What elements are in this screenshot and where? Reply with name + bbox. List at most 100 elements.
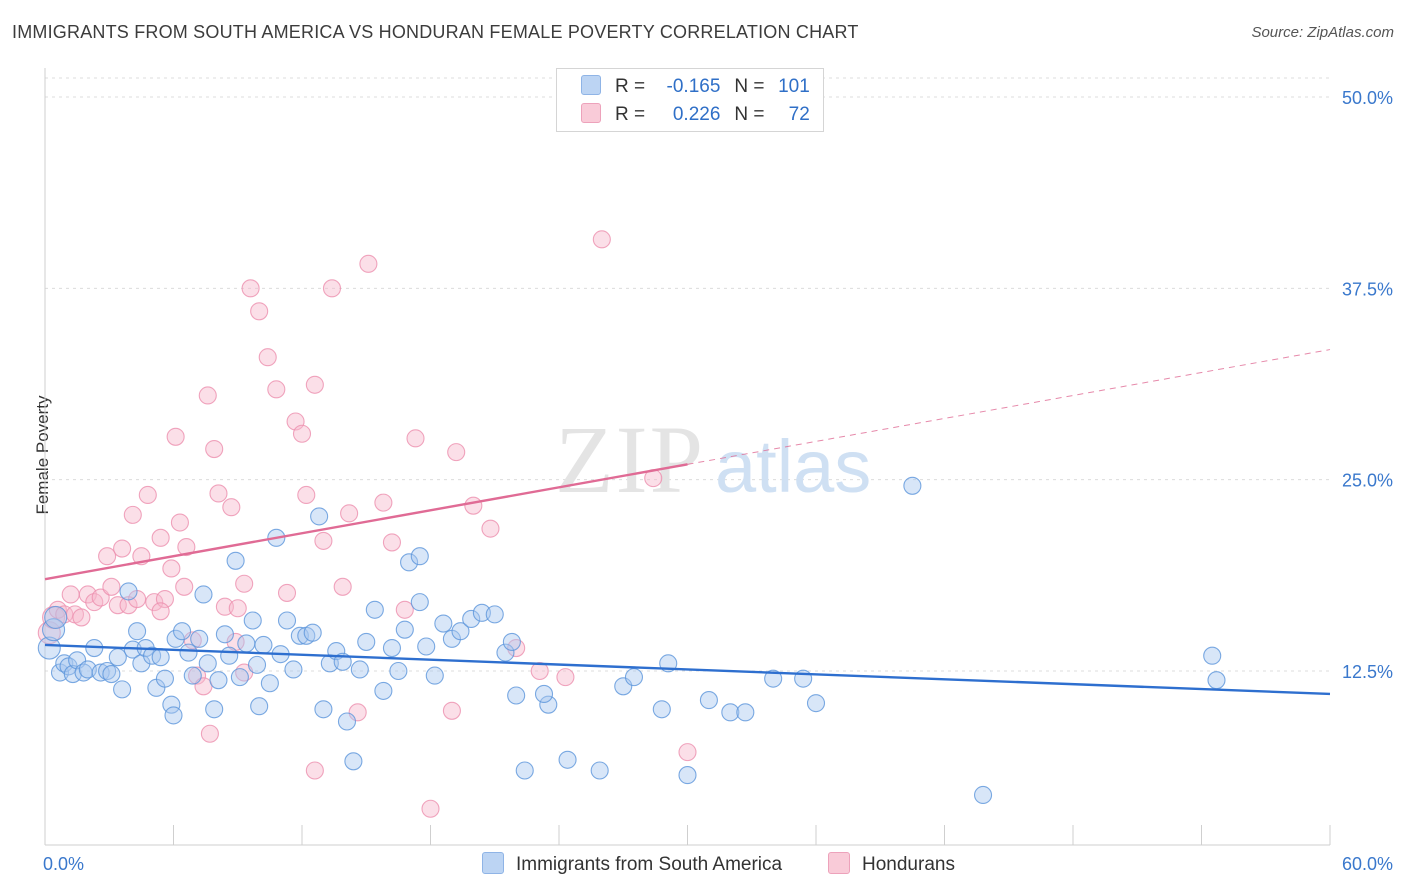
south-america-point-28 bbox=[179, 643, 198, 662]
honduran-point-46 bbox=[333, 577, 352, 596]
south-america-point-30 bbox=[190, 629, 209, 648]
south-america-point-85 bbox=[764, 669, 783, 688]
honduran-point-49 bbox=[359, 254, 378, 273]
south-america-point-33 bbox=[205, 700, 224, 719]
south-america-point-59 bbox=[357, 632, 376, 651]
south-america-point-16 bbox=[119, 582, 138, 601]
legend-swatch-pink bbox=[828, 852, 850, 874]
south-america-point-58 bbox=[350, 660, 369, 679]
legend-item-south-america: Immigrants from South America bbox=[482, 852, 782, 876]
south-america-point-13 bbox=[102, 665, 121, 684]
south-america-point-24 bbox=[155, 669, 174, 688]
legend-item-hondurans: Hondurans bbox=[828, 852, 955, 876]
swatch-blue bbox=[581, 75, 601, 95]
y-tick-label-0: 12.5% bbox=[1342, 662, 1393, 682]
honduran-point-39 bbox=[267, 380, 286, 399]
n-value-pink: 72 bbox=[788, 104, 810, 125]
honduran-point-15 bbox=[123, 505, 142, 524]
source-credit: Source: ZipAtlas.com bbox=[1251, 24, 1394, 41]
south-america-point-56 bbox=[337, 712, 357, 731]
honduran-point-64 bbox=[200, 724, 219, 743]
swatch-pink bbox=[581, 103, 601, 123]
honduran-point-67 bbox=[175, 577, 194, 596]
south-america-point-18 bbox=[128, 622, 147, 641]
honduran-point-10 bbox=[98, 547, 117, 566]
honduran-point-42 bbox=[297, 485, 316, 505]
trend-line-hondurans-extrapolated bbox=[687, 349, 1331, 465]
x-tick-label-max: 60.0% bbox=[1342, 854, 1393, 874]
south-america-point-31 bbox=[194, 585, 213, 604]
south-america-point-92 bbox=[534, 684, 554, 704]
south-america-point-99 bbox=[502, 632, 521, 651]
honduran-point-50 bbox=[374, 493, 393, 512]
south-america-point-94 bbox=[250, 697, 269, 716]
honduran-point-38 bbox=[258, 348, 277, 367]
south-america-point-78 bbox=[558, 750, 577, 769]
honduran-point-60 bbox=[556, 668, 575, 687]
south-america-point-97 bbox=[624, 668, 644, 687]
honduran-point-63 bbox=[678, 743, 697, 762]
honduran-point-68 bbox=[292, 424, 312, 443]
honduran-point-18 bbox=[138, 485, 157, 505]
honduran-point-30 bbox=[205, 440, 224, 459]
honduran-point-29 bbox=[198, 386, 217, 405]
honduran-point-53 bbox=[406, 429, 425, 448]
south-america-point-71 bbox=[462, 609, 481, 629]
south-america-point-26 bbox=[166, 629, 185, 648]
legend-swatch-blue bbox=[482, 852, 504, 874]
south-america-point-51 bbox=[310, 507, 329, 526]
honduran-point-47 bbox=[340, 504, 359, 523]
south-america-point-50 bbox=[303, 623, 322, 642]
chart-title: IMMIGRANTS FROM SOUTH AMERICA VS HONDURA… bbox=[12, 22, 859, 42]
south-america-point-32 bbox=[198, 654, 217, 673]
honduran-point-8 bbox=[85, 593, 104, 612]
south-america-point-83 bbox=[721, 703, 740, 722]
south-america-point-87 bbox=[806, 694, 826, 713]
honduran-point-12 bbox=[108, 596, 127, 615]
south-america-point-0 bbox=[37, 636, 61, 660]
south-america-point-91 bbox=[1207, 671, 1226, 690]
honduran-point-61 bbox=[592, 230, 611, 249]
south-america-point-75 bbox=[507, 686, 526, 705]
south-america-point-74 bbox=[496, 643, 515, 662]
honduran-point-65 bbox=[305, 761, 324, 780]
south-america-point-65 bbox=[410, 547, 429, 566]
south-america-point-81 bbox=[652, 700, 671, 719]
tick-labels: 12.5% 25.0% 37.5% 50.0% 0.0% 60.0% bbox=[43, 88, 1393, 874]
honduran-point-57 bbox=[481, 519, 500, 538]
trend-line-hondurans bbox=[44, 463, 688, 581]
south-america-point-63 bbox=[389, 661, 408, 681]
south-america-point-73 bbox=[485, 605, 504, 624]
r-value-blue: -0.165 bbox=[666, 76, 721, 97]
trend-line-south-america bbox=[44, 643, 1331, 696]
honduran-point-40 bbox=[277, 583, 297, 602]
hondurans-points bbox=[37, 230, 697, 818]
honduran-point-69 bbox=[235, 574, 254, 593]
south-america-point-68 bbox=[434, 614, 453, 633]
honduran-point-20 bbox=[151, 528, 170, 547]
honduran-point-45 bbox=[322, 279, 342, 298]
n-value-blue: 101 bbox=[778, 76, 810, 97]
honduran-point-11 bbox=[102, 577, 121, 596]
honduran-point-2 bbox=[48, 600, 67, 619]
south-america-point-35 bbox=[215, 625, 234, 644]
honduran-point-37 bbox=[250, 302, 269, 321]
south-america-point-38 bbox=[230, 668, 249, 687]
watermark-atlas: atlas bbox=[715, 425, 871, 508]
south-america-point-93 bbox=[410, 593, 429, 612]
south-america-point-89 bbox=[973, 785, 993, 805]
south-america-point-84 bbox=[736, 703, 755, 722]
honduran-point-9 bbox=[91, 588, 110, 607]
honduran-point-36 bbox=[241, 279, 260, 298]
x-tick-label-min: 0.0% bbox=[43, 854, 84, 874]
south-america-point-95 bbox=[164, 706, 183, 725]
south-america-point-60 bbox=[365, 600, 384, 619]
honduran-point-54 bbox=[421, 799, 440, 818]
south-america-point-25 bbox=[162, 695, 181, 714]
south-america-point-34 bbox=[209, 671, 228, 690]
south-america-point-62 bbox=[382, 638, 402, 658]
south-america-points bbox=[37, 476, 1226, 805]
honduran-point-25 bbox=[177, 537, 196, 557]
honduran-point-71 bbox=[447, 443, 466, 462]
south-america-point-40 bbox=[243, 611, 262, 630]
